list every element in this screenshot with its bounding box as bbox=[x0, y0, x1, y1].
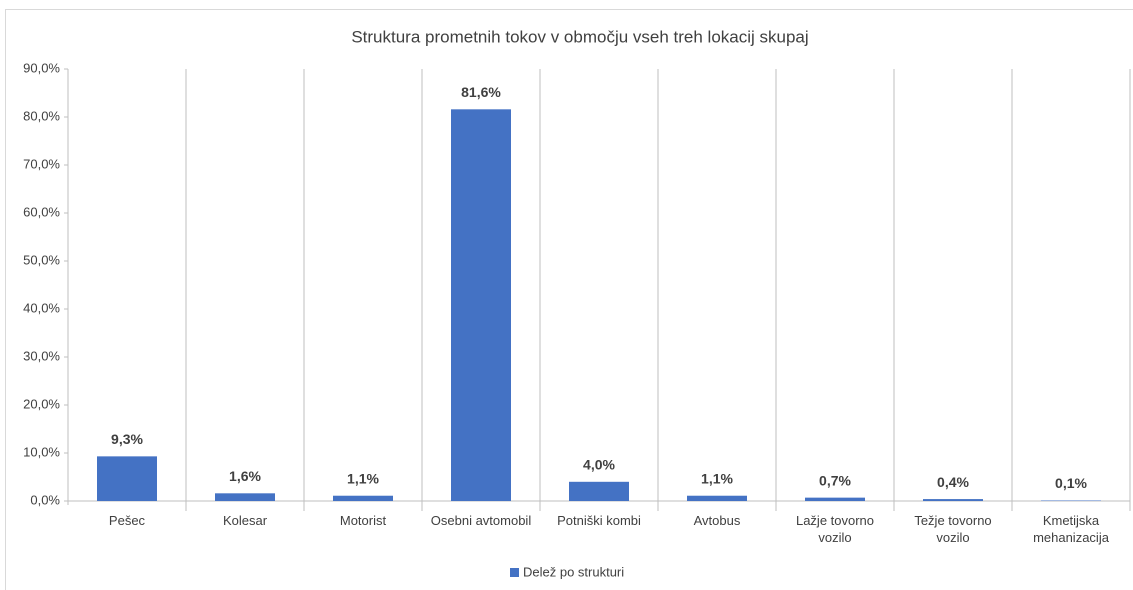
data-label: 4,0% bbox=[583, 457, 615, 473]
data-label: 0,4% bbox=[937, 474, 969, 490]
data-label: 1,1% bbox=[701, 470, 733, 486]
chart-border bbox=[5, 9, 1133, 590]
legend-label: Delež po strukturi bbox=[523, 564, 624, 579]
bar bbox=[923, 499, 983, 501]
x-tick-label: Težje tovorno vozilo bbox=[914, 513, 992, 545]
x-tick-label: Potniški kombi bbox=[557, 513, 641, 528]
y-tick-label: 80,0% bbox=[23, 108, 60, 123]
y-tick-label: 40,0% bbox=[23, 300, 60, 315]
data-label: 0,7% bbox=[819, 472, 851, 488]
chart-title: Struktura prometnih tokov v območju vseh… bbox=[351, 27, 808, 46]
data-label: 81,6% bbox=[461, 84, 501, 100]
y-tick-label: 90,0% bbox=[23, 60, 60, 75]
data-label: 1,6% bbox=[229, 468, 261, 484]
x-tick-label: Kmetijska mehanizacija bbox=[1033, 513, 1109, 545]
x-tick-label: Osebni avtomobil bbox=[430, 513, 532, 528]
y-tick-label: 30,0% bbox=[23, 348, 60, 363]
y-tick-label: 50,0% bbox=[23, 252, 60, 267]
data-label: 0,1% bbox=[1055, 475, 1087, 491]
bar bbox=[805, 497, 865, 501]
bar bbox=[333, 495, 393, 501]
bar bbox=[451, 109, 511, 501]
y-tick-label: 10,0% bbox=[23, 444, 60, 459]
x-tick-label: Lažje tovorno vozilo bbox=[795, 513, 875, 545]
x-tick-label: Motorist bbox=[339, 513, 387, 528]
data-label: 1,1% bbox=[347, 470, 379, 486]
legend-swatch bbox=[510, 568, 519, 577]
bar bbox=[97, 456, 157, 501]
x-tick-label: Pešec bbox=[108, 513, 146, 528]
data-label: 9,3% bbox=[111, 431, 143, 447]
y-tick-label: 70,0% bbox=[23, 156, 60, 171]
bar bbox=[569, 481, 629, 501]
y-tick-label: 20,0% bbox=[23, 396, 60, 411]
bar bbox=[215, 493, 275, 501]
x-tick-label: Kolesar bbox=[222, 513, 268, 528]
bar bbox=[687, 495, 747, 501]
y-tick-label: 60,0% bbox=[23, 204, 60, 219]
x-tick-label: Avtobus bbox=[693, 513, 741, 528]
y-tick-label: 0,0% bbox=[30, 492, 60, 507]
